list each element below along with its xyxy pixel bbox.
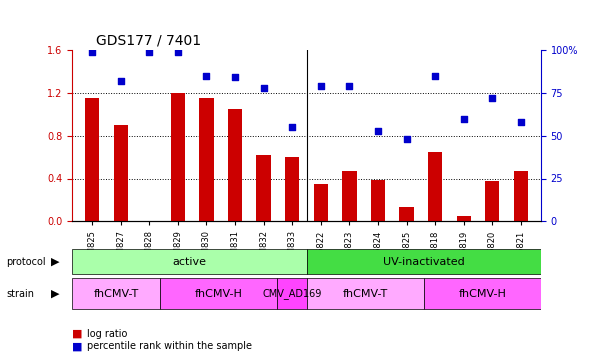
Text: UV-inactivated: UV-inactivated [383,256,465,267]
Text: fhCMV-T: fhCMV-T [93,288,139,299]
Point [459,116,469,121]
Text: ■: ■ [72,341,82,351]
Point [287,124,297,130]
Text: protocol: protocol [6,256,46,267]
Bar [457,216,471,221]
Point [401,136,411,142]
Bar [342,171,356,221]
Text: fhCMV-H: fhCMV-H [459,288,506,299]
Bar [72,278,160,309]
Text: GDS177 / 7401: GDS177 / 7401 [96,34,201,47]
Point [202,73,212,79]
Point [344,83,354,89]
Bar [371,180,385,221]
Bar [428,152,442,221]
Point [373,128,383,134]
Point [87,49,97,55]
Point [116,78,126,84]
Bar [228,109,242,221]
Point [259,85,269,91]
Point [316,83,326,89]
Text: CMV_AD169: CMV_AD169 [262,288,322,299]
Bar [200,98,213,221]
Bar [485,181,499,221]
Text: fhCMV-H: fhCMV-H [195,288,243,299]
Bar [85,98,99,221]
Point [516,119,526,125]
Point [230,75,240,80]
Text: log ratio: log ratio [87,329,127,339]
Bar [424,278,541,309]
Text: active: active [172,256,206,267]
Text: ▶: ▶ [51,256,59,267]
Text: ■: ■ [72,329,82,339]
Text: ▶: ▶ [51,288,59,299]
Bar [114,125,128,221]
Bar [314,184,328,221]
Text: strain: strain [6,288,34,299]
Text: percentile rank within the sample: percentile rank within the sample [87,341,252,351]
Bar [307,250,541,273]
Bar [514,171,528,221]
Bar [72,250,307,273]
Bar [285,157,299,221]
Bar [400,207,413,221]
Point [430,73,440,79]
Point [144,49,154,55]
Bar [257,155,271,221]
Point [173,49,183,55]
Bar [277,278,307,309]
Bar [171,93,185,221]
Bar [160,278,277,309]
Bar [307,278,424,309]
Text: fhCMV-T: fhCMV-T [343,288,388,299]
Point [487,95,497,101]
